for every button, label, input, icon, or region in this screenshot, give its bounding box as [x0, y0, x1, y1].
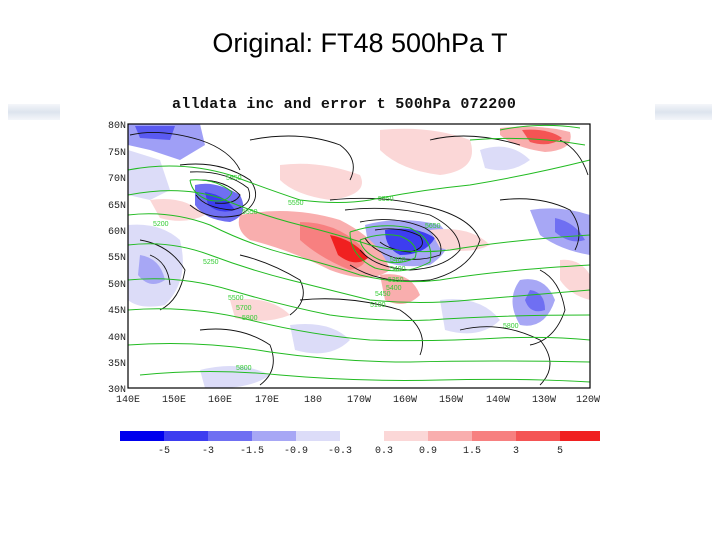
lon-tick-label: 180 [304, 395, 322, 406]
colorbar-swatch [516, 431, 560, 441]
contour-label: 5500 [228, 295, 244, 302]
contour-label: 5550 [242, 209, 258, 216]
colorbar-swatch [384, 431, 428, 441]
colorbar-swatch [560, 431, 600, 441]
colorbar-swatch [428, 431, 472, 441]
contour-label: 5800 [503, 323, 519, 330]
colorbar-swatch [296, 431, 340, 441]
contour-label: 5250 [203, 259, 219, 266]
lon-tick-label: 170E [255, 395, 279, 406]
lat-tick-label: 70N [108, 174, 126, 185]
contour-label: 5550 [226, 175, 242, 182]
contour-label: 5200 [153, 221, 169, 228]
lon-ticks: 140E 150E 160E 170E 180 170W 160W 150W 1… [116, 395, 600, 406]
lat-tick-label: 60N [108, 227, 126, 238]
lat-tick-label: 50N [108, 280, 126, 291]
lon-tick-label: 140E [116, 395, 140, 406]
height-contour-labels: 5550 5550 5550 5200 5550 5250 5400 5400 … [153, 175, 519, 372]
contour-label: 5800 [242, 315, 258, 322]
contour-label: 5550 [378, 196, 394, 203]
colorbar-label: -1.5 [240, 446, 264, 457]
colorbar-swatch [208, 431, 252, 441]
lat-ticks: 80N 75N 70N 65N 60N 55N 50N 45N 40N 35N … [108, 121, 126, 396]
contour-label: 5450 [375, 291, 391, 298]
error-contours [129, 131, 589, 386]
contour-label: 5800 [236, 365, 252, 372]
lat-tick-label: 65N [108, 201, 126, 212]
lat-tick-label: 40N [108, 333, 126, 344]
colorbar-label: 0.9 [419, 446, 437, 457]
contour-label: 5400 [390, 257, 406, 264]
map-frame [127, 123, 591, 389]
colorbar-label: -0.9 [284, 446, 308, 457]
lat-tick-label: 30N [108, 385, 126, 396]
contour-label: 5100 [370, 302, 386, 309]
contour-label: 5650 [425, 223, 441, 230]
slide-title: Original: FT48 500hPa T [212, 28, 508, 58]
lat-tick-label: 80N [108, 121, 126, 132]
lat-tick-label: 75N [108, 148, 126, 159]
plot-title: alldata inc and error t 500hPa 072200 [172, 96, 517, 113]
lon-tick-label: 130W [532, 395, 556, 406]
lon-tick-label: 120W [576, 395, 600, 406]
colorbar-swatch [472, 431, 516, 441]
contour-label: 5700 [236, 305, 252, 312]
lat-tick-label: 45N [108, 306, 126, 317]
colorbar-swatch [120, 431, 164, 441]
colorbar-swatch [164, 431, 208, 441]
colorbar-label: 1.5 [463, 446, 481, 457]
lon-tick-label: 140W [486, 395, 510, 406]
lat-tick-label: 35N [108, 359, 126, 370]
colorbar: -5 -3 -1.5 -0.9 -0.3 0.3 0.9 1.5 3 5 [120, 431, 600, 457]
lon-tick-label: 150E [162, 395, 186, 406]
height-contours [127, 124, 591, 383]
colorbar-label: -0.3 [328, 446, 352, 457]
lon-tick-label: 160E [208, 395, 232, 406]
lon-tick-label: 160W [393, 395, 417, 406]
contour-label: 5400 [386, 285, 402, 292]
colorbar-label: 0.3 [375, 446, 393, 457]
colorbar-label: -5 [158, 446, 170, 457]
colorbar-label: -3 [202, 446, 214, 457]
lon-tick-label: 170W [347, 395, 371, 406]
decorative-strip-left [8, 104, 60, 120]
colorbar-swatch [252, 431, 296, 441]
colorbar-label: 3 [513, 446, 519, 457]
lat-tick-label: 55N [108, 253, 126, 264]
colorbar-swatch [340, 431, 384, 441]
contour-label: 5550 [288, 200, 304, 207]
lon-tick-label: 150W [439, 395, 463, 406]
contour-label: 5350 [388, 277, 404, 284]
decorative-strip-right [655, 104, 712, 120]
contour-label: 5400 [390, 266, 406, 273]
colorbar-label: 5 [557, 446, 563, 457]
